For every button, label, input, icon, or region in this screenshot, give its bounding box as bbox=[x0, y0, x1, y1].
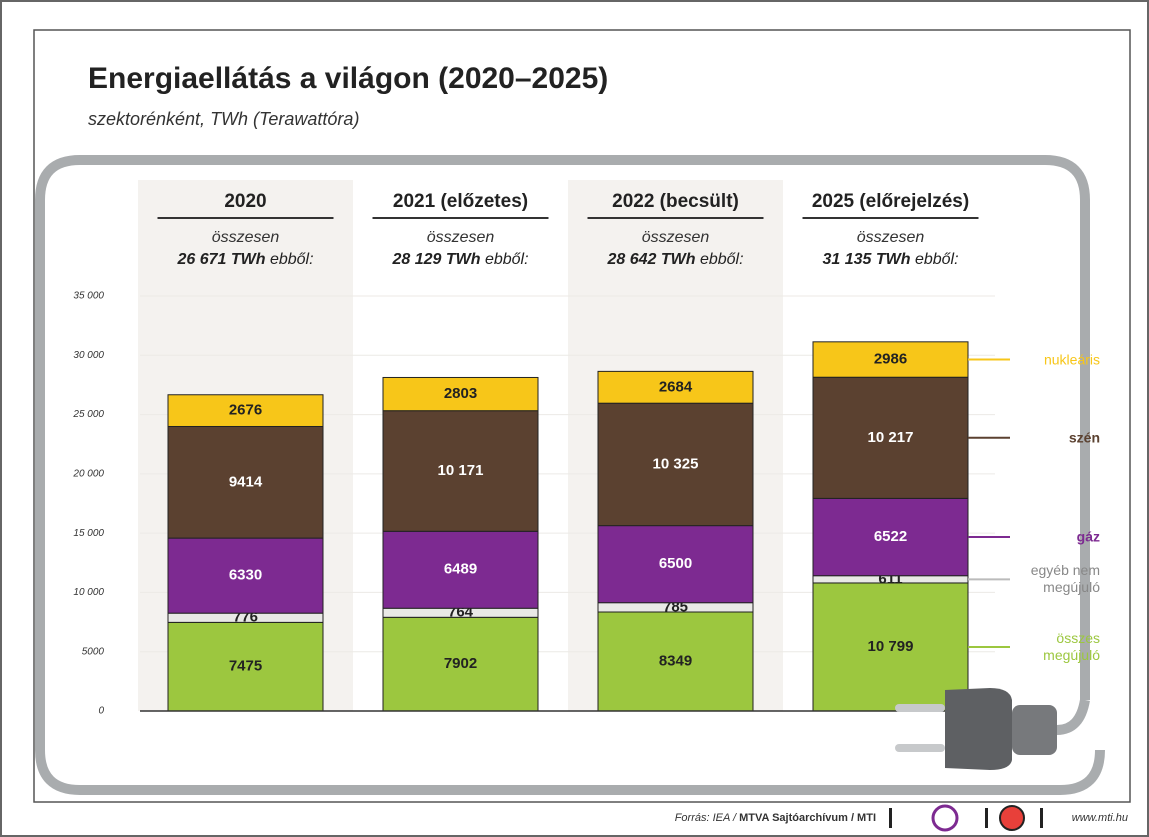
value-label: 2676 bbox=[229, 402, 262, 419]
y-tick-label: 30 000 bbox=[73, 350, 104, 361]
y-tick-label: 35 000 bbox=[73, 291, 104, 302]
value-label: 6330 bbox=[229, 567, 262, 584]
source: MTVA Sajtóarchívum / MTI bbox=[739, 812, 876, 824]
annotation: összesen bbox=[427, 229, 495, 246]
annotation: összesen bbox=[857, 229, 925, 246]
total: 26 671 TWh bbox=[176, 251, 265, 268]
logo bbox=[933, 806, 957, 830]
value-label: 2684 bbox=[659, 378, 693, 395]
legend-label: összes megújuló bbox=[1005, 630, 1100, 664]
category-label: 2025 (előrejelzés) bbox=[812, 191, 969, 212]
y-tick-label: 20 000 bbox=[72, 468, 104, 479]
chart-title: Energiaellátás a világon (2020–2025) bbox=[88, 62, 608, 95]
chart: 0 5000 10 000 15 000 20 000 25 000 30 000 35 00… bbox=[0, 0, 1149, 837]
annotation-total: 26 671 TWh ebből: bbox=[176, 251, 313, 268]
separator bbox=[985, 808, 988, 828]
y-tick-label: 10 000 bbox=[73, 587, 104, 598]
value-label: 2803 bbox=[444, 385, 477, 402]
value-label: 10 171 bbox=[438, 462, 484, 479]
annotation: összesen bbox=[642, 229, 710, 246]
value-label: 6522 bbox=[874, 528, 907, 545]
total: 31 135 TWh bbox=[822, 251, 910, 268]
value-label: 10 325 bbox=[653, 455, 699, 472]
category-label: 2022 (becsült) bbox=[612, 191, 739, 212]
value-label: 7475 bbox=[229, 658, 262, 675]
value-label: 9414 bbox=[229, 473, 263, 490]
total: 28 129 TWh bbox=[391, 251, 480, 268]
legend-label: gáz bbox=[1005, 529, 1100, 546]
total-suffix: ebből: bbox=[700, 251, 744, 268]
annotation-total: 31 135 TWh ebből: bbox=[822, 251, 958, 268]
y-tick-label: 5000 bbox=[82, 646, 105, 657]
category-label: 2020 bbox=[224, 191, 266, 212]
value-label: 6500 bbox=[659, 555, 692, 572]
value-label: 8349 bbox=[659, 652, 692, 669]
annotation: összesen bbox=[212, 229, 280, 246]
legend-label: nukleáris bbox=[1005, 351, 1100, 368]
total-suffix: ebből: bbox=[915, 251, 959, 268]
y-tick-label: 15 000 bbox=[73, 528, 104, 539]
page: 0 5000 10 000 15 000 20 000 25 000 30 000 35 00… bbox=[0, 0, 1149, 837]
chart-subtitle: szektorénként, TWh (Terawattóra) bbox=[88, 109, 359, 129]
y-tick-label: 0 bbox=[98, 706, 104, 717]
logo bbox=[1000, 806, 1024, 830]
separator bbox=[1040, 808, 1043, 828]
total: 28 642 TWh bbox=[606, 251, 695, 268]
value-label: 2986 bbox=[874, 350, 907, 367]
category-label: 2021 (előzetes) bbox=[393, 191, 528, 212]
footer-url: www.mti.hu bbox=[1072, 812, 1128, 824]
value-label: 7902 bbox=[444, 655, 477, 672]
annotation-total: 28 642 TWh ebből: bbox=[606, 251, 743, 268]
legend-label: szén bbox=[1005, 429, 1100, 446]
annotation-total: 28 129 TWh ebből: bbox=[391, 251, 528, 268]
footer-source: Forrás: IEA / MTVA Sajtóarchívum / MTI bbox=[675, 812, 876, 824]
legend-label: egyéb nem megújuló bbox=[1005, 562, 1100, 596]
value-label: 6489 bbox=[444, 561, 477, 578]
total-suffix: ebből: bbox=[485, 251, 529, 268]
value-label: 10 799 bbox=[868, 638, 914, 655]
separator bbox=[889, 808, 892, 828]
value-label: 10 217 bbox=[868, 429, 914, 446]
y-tick-label: 25 000 bbox=[72, 409, 104, 420]
source-prefix: Forrás: IEA / bbox=[675, 812, 737, 824]
total-suffix: ebből: bbox=[270, 251, 314, 268]
